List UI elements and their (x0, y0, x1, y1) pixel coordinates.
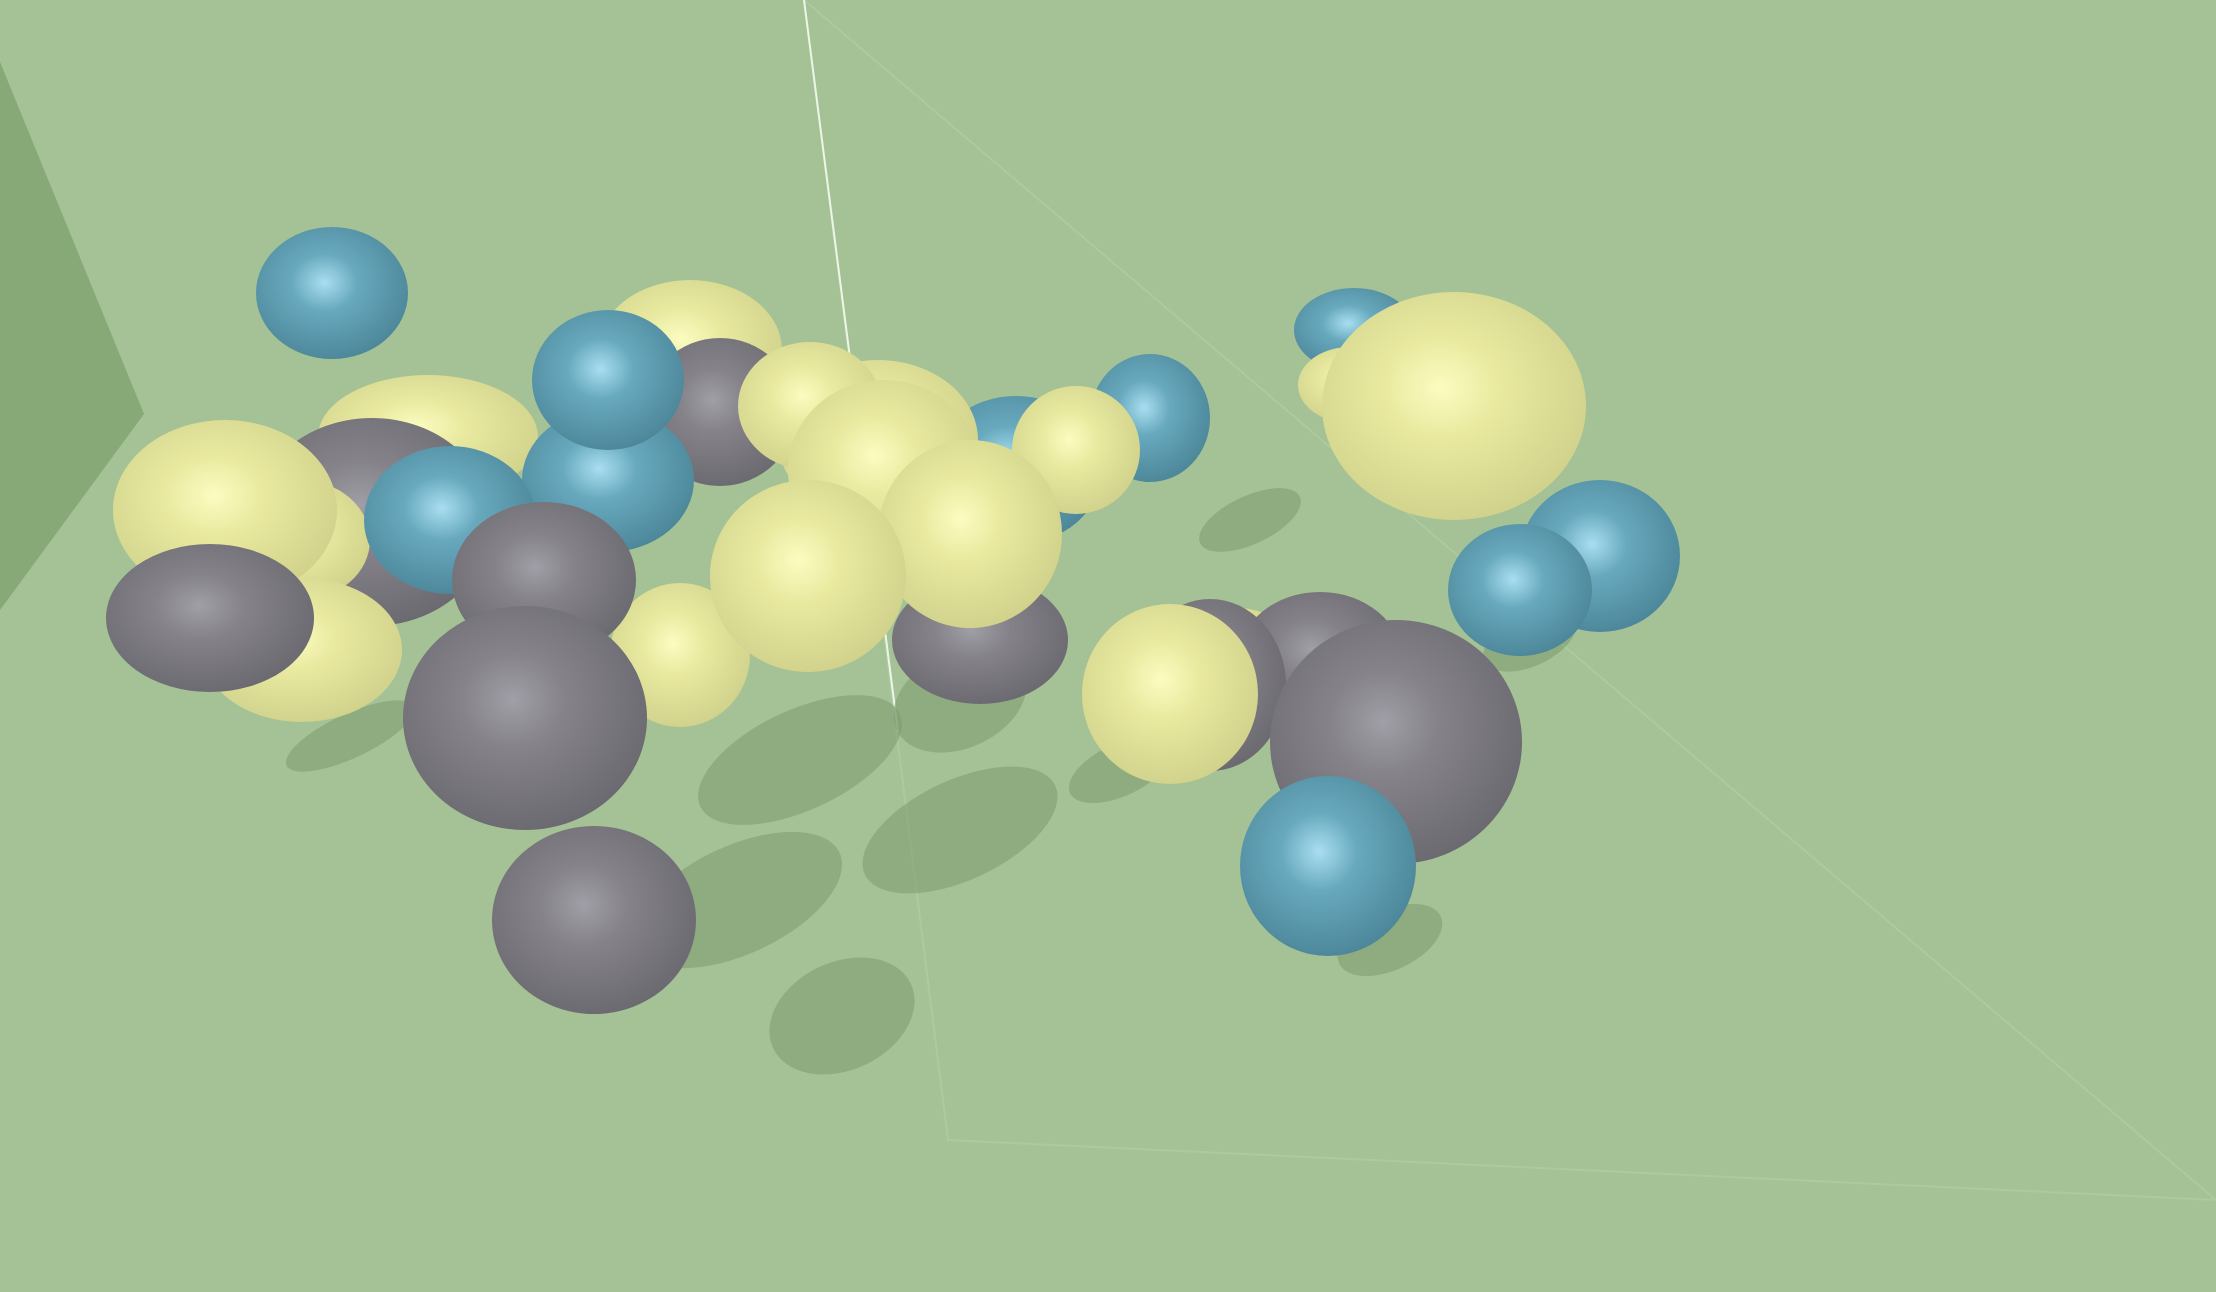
yellow-ball (1322, 292, 1586, 520)
gray-ball (106, 544, 314, 692)
blue-ball (256, 227, 408, 359)
ball-shadow (285, 700, 415, 772)
yellow-ball (710, 480, 906, 672)
blue-ball (1448, 524, 1592, 656)
yellow-ball (610, 583, 750, 727)
ball-shadow (862, 766, 1058, 894)
ball-shadow (1199, 488, 1301, 552)
ball-layer (106, 227, 1680, 1014)
yellow-ball (878, 440, 1062, 628)
blue-ball (532, 310, 684, 450)
left-wall (0, 62, 144, 610)
yellow-ball (1082, 604, 1258, 784)
ball-shadow (698, 695, 902, 825)
gray-ball (403, 606, 647, 830)
gray-ball (492, 826, 696, 1014)
blue-ball (1240, 776, 1416, 956)
ball-shadow (769, 957, 915, 1075)
